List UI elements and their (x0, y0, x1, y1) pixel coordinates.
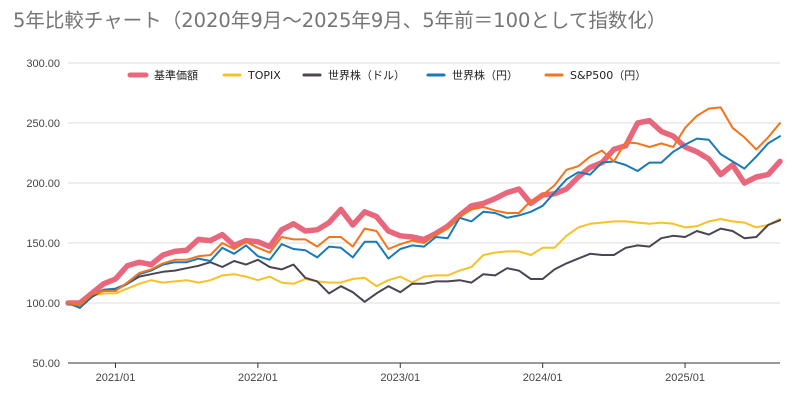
y-tick-label: 50.00 (32, 358, 60, 370)
y-tick-label: 250.00 (26, 118, 60, 130)
legend-label-3: 世界株（円） (452, 68, 518, 82)
legend-label-1: TOPIX (247, 69, 281, 82)
y-tick-label: 200.00 (26, 178, 60, 190)
x-tick-label: 2022/01 (238, 372, 278, 384)
chart-title: 5年比較チャート（2020年9月～2025年9月、5年前＝100として指数化） (13, 9, 667, 32)
series-line-3 (67, 135, 781, 309)
x-tick-label: 2023/01 (380, 372, 420, 384)
legend-layer: 基準価額 TOPIX 世界株（ドル） 世界株（円） S&P500（円） (127, 68, 646, 82)
x-tick-label: 2021/01 (96, 372, 136, 384)
grid-layer (68, 62, 780, 304)
y-tick-label: 100.00 (26, 298, 60, 310)
legend-label-0: 基準価額 (154, 68, 198, 82)
series-line-4 (67, 106, 781, 307)
series-line-2 (67, 219, 781, 309)
x-tick-label: 2025/01 (665, 372, 705, 384)
axis-layer: 50.00 100.00 150.00 200.00 250.00 300.00 2021/… (26, 58, 780, 384)
series-line-1 (67, 218, 781, 307)
y-tick-label: 150.00 (26, 238, 60, 250)
series-layer (65, 106, 783, 309)
legend-label-4: S&P500（円） (570, 69, 646, 82)
x-tick-label: 2024/01 (523, 372, 563, 384)
series-line-0 (65, 117, 783, 306)
y-tick-label: 300.00 (26, 58, 60, 70)
legend-label-2: 世界株（ドル） (328, 68, 405, 82)
